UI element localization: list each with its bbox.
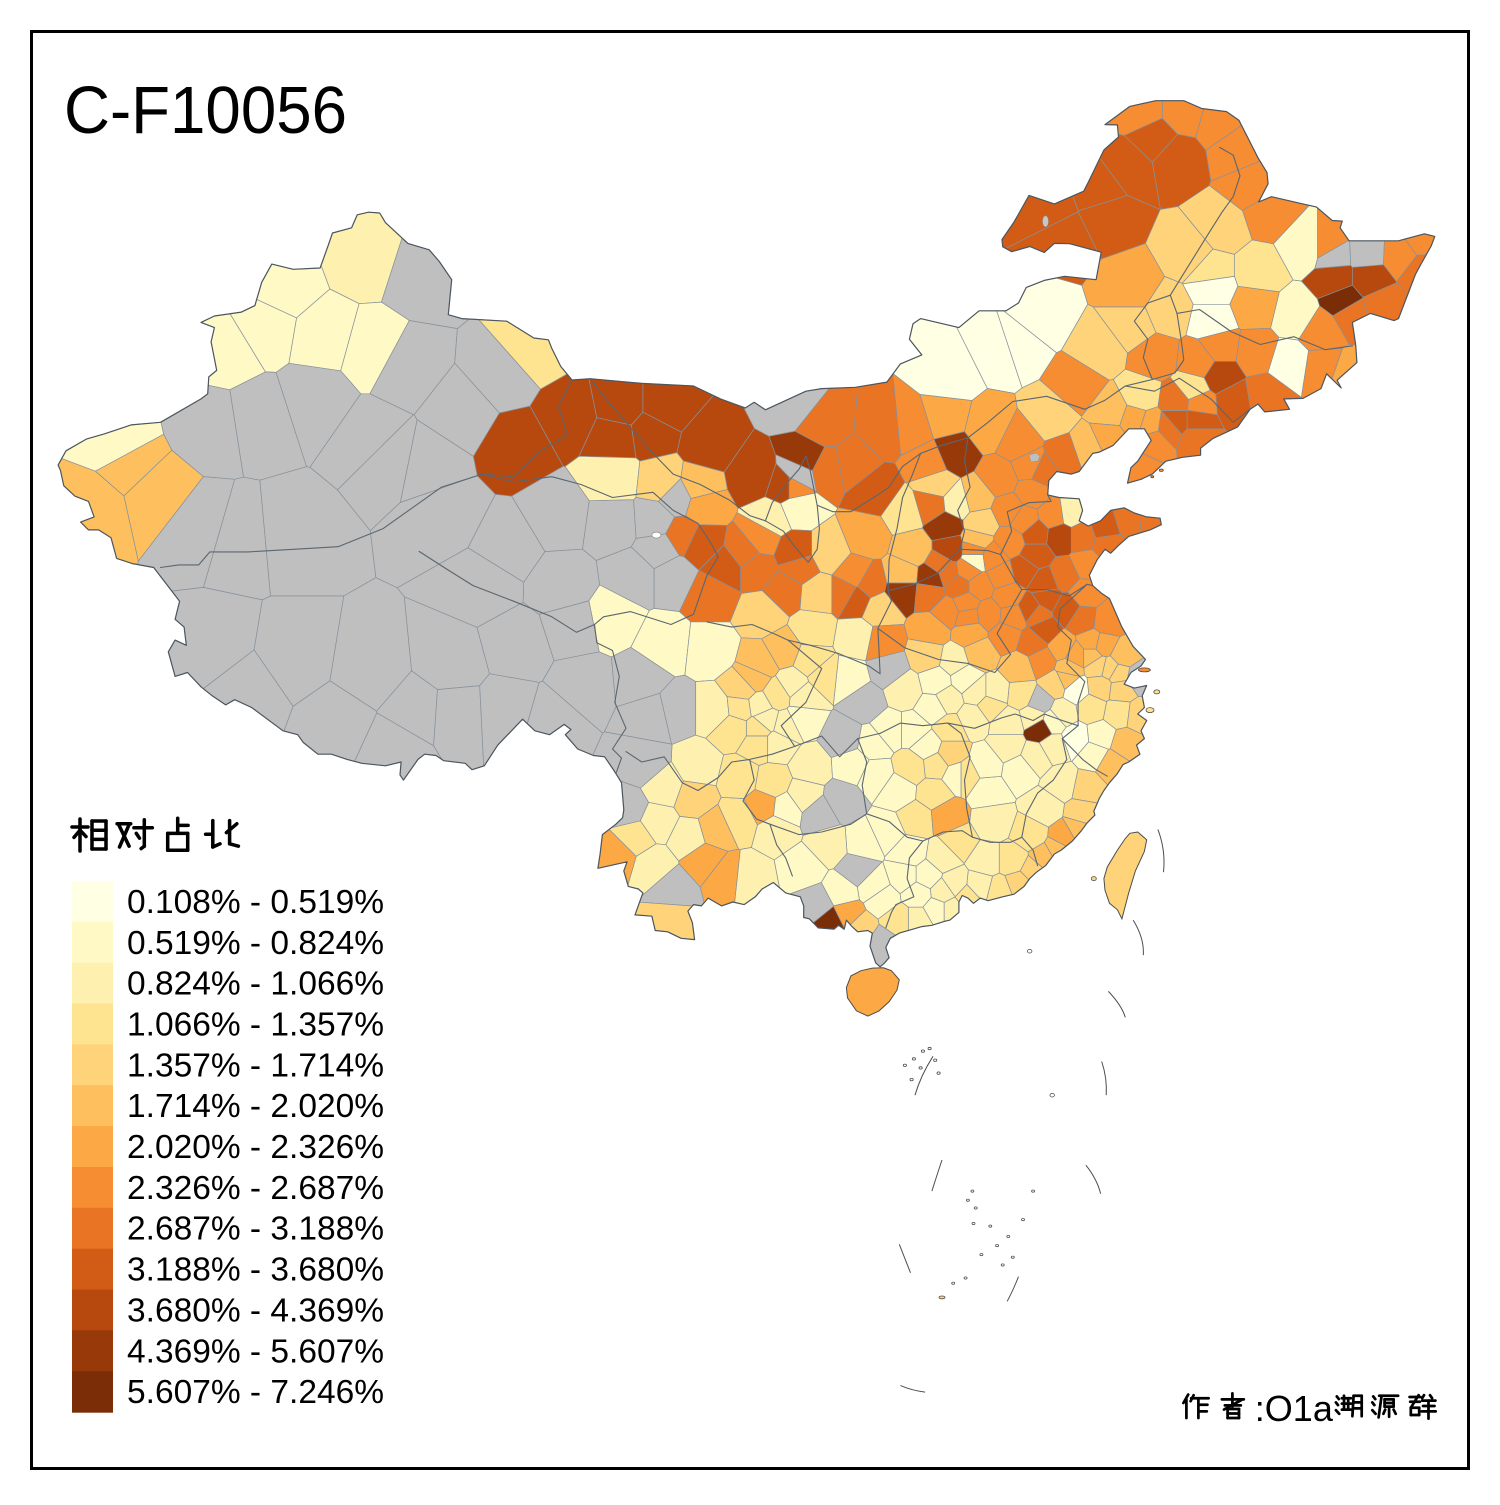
- svg-text:1.357% - 1.714%: 1.357% - 1.714%: [127, 1047, 384, 1084]
- svg-text:0.108% - 0.519%: 0.108% - 0.519%: [127, 884, 384, 921]
- svg-text:1.066% - 1.357%: 1.066% - 1.357%: [127, 1007, 384, 1044]
- svg-text:4.369% - 5.607%: 4.369% - 5.607%: [127, 1333, 384, 1370]
- svg-text:3.188% - 3.680%: 3.188% - 3.680%: [127, 1252, 384, 1289]
- svg-text:5.607% - 7.246%: 5.607% - 7.246%: [127, 1374, 384, 1411]
- svg-text:2.020% - 2.326%: 2.020% - 2.326%: [127, 1129, 384, 1166]
- svg-text:1.714% - 2.020%: 1.714% - 2.020%: [127, 1088, 384, 1125]
- svg-text:2.326% - 2.687%: 2.326% - 2.687%: [127, 1170, 384, 1207]
- svg-text:3.680% - 4.369%: 3.680% - 4.369%: [127, 1292, 384, 1329]
- svg-text:C-F10056: C-F10056: [64, 73, 347, 148]
- svg-text::O1a: :O1a: [1255, 1388, 1334, 1429]
- svg-text:0.519% - 0.824%: 0.519% - 0.824%: [127, 925, 384, 962]
- svg-text:2.687% - 3.188%: 2.687% - 3.188%: [127, 1211, 384, 1248]
- svg-text:0.824% - 1.066%: 0.824% - 1.066%: [127, 966, 384, 1003]
